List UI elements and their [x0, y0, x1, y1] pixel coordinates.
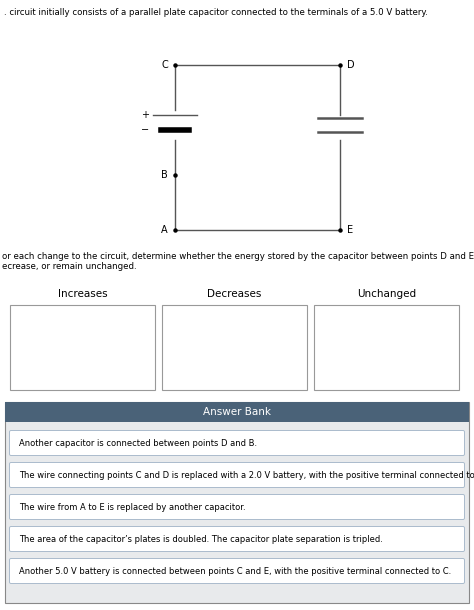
- Text: The area of the capacitor’s plates is doubled. The capacitor plate separation is: The area of the capacitor’s plates is do…: [19, 534, 383, 544]
- Text: A: A: [161, 225, 168, 235]
- FancyBboxPatch shape: [9, 462, 465, 487]
- Text: B: B: [161, 170, 168, 180]
- FancyBboxPatch shape: [9, 559, 465, 584]
- FancyBboxPatch shape: [9, 431, 465, 456]
- Text: The wire from A to E is replaced by another capacitor.: The wire from A to E is replaced by anot…: [19, 503, 246, 512]
- Bar: [5, 402, 469, 603]
- Text: . circuit initially consists of a parallel plate capacitor connected to the term: . circuit initially consists of a parall…: [4, 8, 428, 17]
- Text: C: C: [161, 60, 168, 70]
- Text: Decreases: Decreases: [207, 289, 262, 299]
- Text: Another 5.0 V battery is connected between points C and E, with the positive ter: Another 5.0 V battery is connected betwe…: [19, 567, 451, 575]
- Text: E: E: [347, 225, 353, 235]
- Text: +: +: [141, 110, 149, 120]
- Bar: [314, 305, 459, 390]
- Text: Increases: Increases: [58, 289, 107, 299]
- Bar: [5, 402, 469, 422]
- Text: or each change to the circuit, determine whether the energy stored by the capaci: or each change to the circuit, determine…: [2, 252, 474, 271]
- Text: Answer Bank: Answer Bank: [203, 407, 271, 417]
- FancyBboxPatch shape: [9, 495, 465, 520]
- Bar: [162, 305, 307, 390]
- Text: −: −: [141, 125, 149, 135]
- FancyBboxPatch shape: [9, 526, 465, 551]
- Text: Unchanged: Unchanged: [357, 289, 416, 299]
- Text: Another capacitor is connected between points D and B.: Another capacitor is connected between p…: [19, 439, 257, 448]
- Text: The wire connecting points C and D is replaced with a 2.0 V battery, with the po: The wire connecting points C and D is re…: [19, 470, 474, 479]
- Text: D: D: [347, 60, 355, 70]
- Bar: [10, 305, 155, 390]
